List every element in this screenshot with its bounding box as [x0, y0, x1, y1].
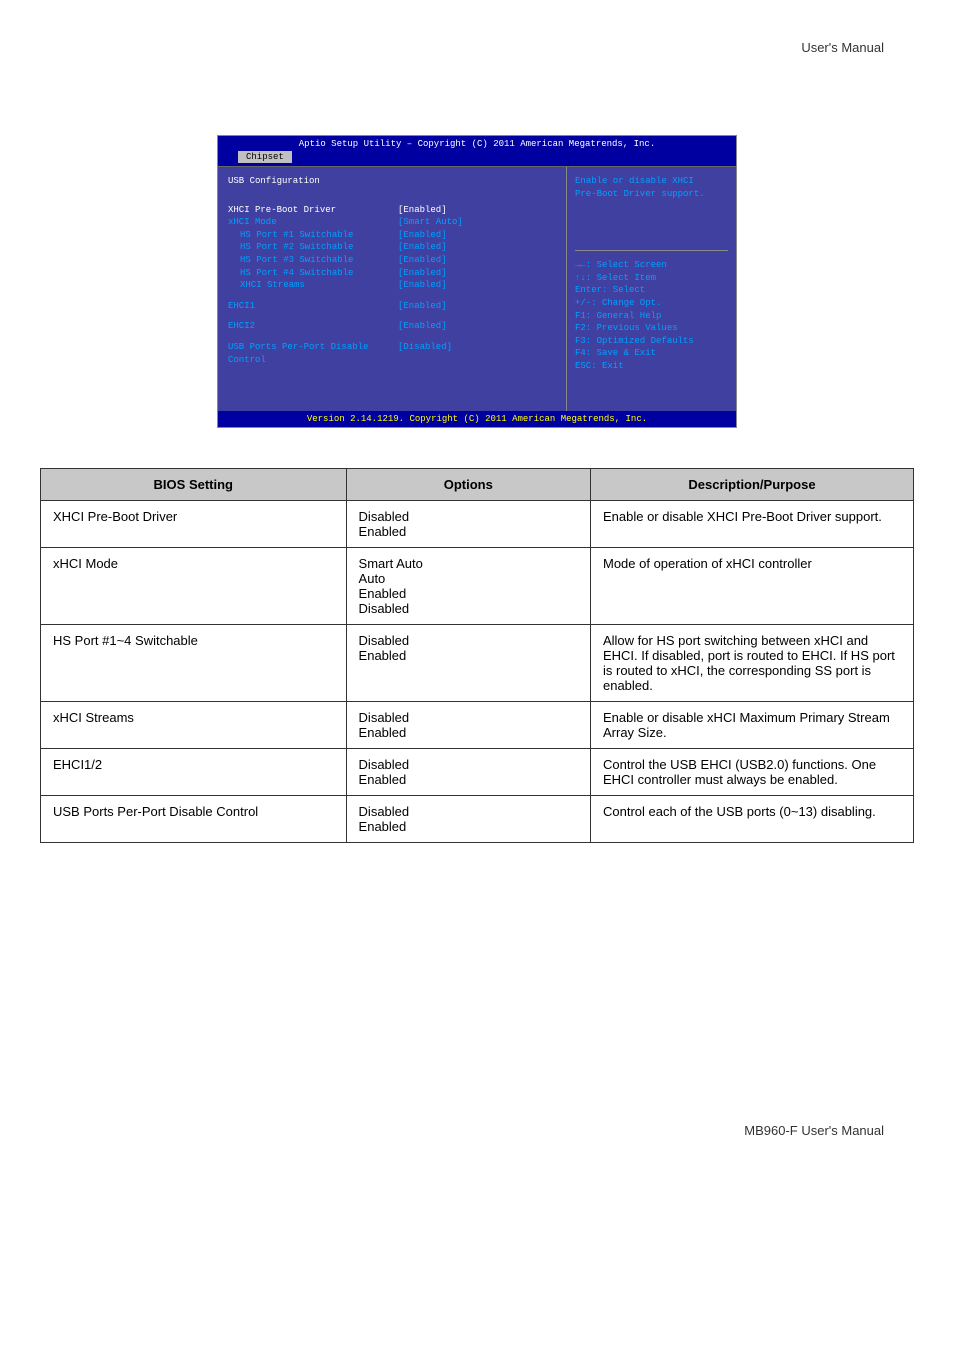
bios-setting-row[interactable]: EHCI1[Enabled] [228, 300, 556, 313]
table-cell-setting: EHCI1/2 [41, 748, 347, 795]
bios-body: USB Configuration XHCI Pre-Boot Driver[E… [218, 167, 736, 411]
bios-setting-value: [Smart Auto] [398, 216, 463, 229]
bios-key-line: ↑↓: Select Item [575, 272, 728, 285]
table-cell-desc: Control the USB EHCI (USB2.0) functions.… [590, 748, 913, 795]
bios-setting-value: [Disabled] [398, 341, 452, 366]
bios-setting-label: USB Ports Per-Port Disable Control [228, 341, 398, 366]
table-cell-setting: xHCI Streams [41, 701, 347, 748]
bios-setting-label: HS Port #2 Switchable [228, 241, 398, 254]
table-header-row: BIOS Setting Options Description/Purpose [41, 468, 914, 500]
table-cell-options: Disabled Enabled [346, 748, 590, 795]
table-cell-desc: Mode of operation of xHCI controller [590, 547, 913, 624]
bios-key-line: F1: General Help [575, 310, 728, 323]
table-row: EHCI1/2Disabled EnabledControl the USB E… [41, 748, 914, 795]
bios-right-panel: Enable or disable XHCIPre-Boot Driver su… [566, 167, 736, 411]
bios-window: Aptio Setup Utility – Copyright (C) 2011… [217, 135, 737, 428]
bios-setting-label: HS Port #3 Switchable [228, 254, 398, 267]
bios-key-line: +/-: Change Opt. [575, 297, 728, 310]
bios-key-line: F3: Optimized Defaults [575, 335, 728, 348]
table-cell-setting: HS Port #1~4 Switchable [41, 624, 347, 701]
bios-key-help: →←: Select Screen↑↓: Select ItemEnter: S… [575, 259, 728, 372]
bios-header: Aptio Setup Utility – Copyright (C) 2011… [218, 136, 736, 167]
bios-setting-row[interactable]: HS Port #3 Switchable[Enabled] [228, 254, 556, 267]
bios-tab-row: Chipset [218, 149, 736, 163]
bios-key-line: →←: Select Screen [575, 259, 728, 272]
table-header-setting: BIOS Setting [41, 468, 347, 500]
bios-setting-row[interactable]: EHCI2[Enabled] [228, 320, 556, 333]
bios-help-text: Enable or disable XHCIPre-Boot Driver su… [575, 175, 728, 200]
bios-setting-value: [Enabled] [398, 204, 447, 217]
table-row: USB Ports Per-Port Disable ControlDisabl… [41, 795, 914, 842]
bios-setting-value: [Enabled] [398, 279, 447, 292]
table-header-desc: Description/Purpose [590, 468, 913, 500]
bios-setting-label: EHCI2 [228, 320, 398, 333]
bios-setting-label: XHCI Streams [228, 279, 398, 292]
table-row: xHCI ModeSmart Auto Auto Enabled Disable… [41, 547, 914, 624]
bios-setting-value: [Enabled] [398, 254, 447, 267]
table-header-options: Options [346, 468, 590, 500]
bios-setting-row[interactable]: HS Port #4 Switchable[Enabled] [228, 267, 556, 280]
table-cell-desc: Enable or disable XHCI Pre-Boot Driver s… [590, 500, 913, 547]
bios-setting-label: XHCI Pre-Boot Driver [228, 204, 398, 217]
table-cell-options: Smart Auto Auto Enabled Disabled [346, 547, 590, 624]
bios-key-line: ESC: Exit [575, 360, 728, 373]
bios-setting-row[interactable]: xHCI Mode[Smart Auto] [228, 216, 556, 229]
bios-key-line: Enter: Select [575, 284, 728, 297]
page-header: User's Manual [40, 40, 914, 55]
page-footer: MB960-F User's Manual [40, 1123, 914, 1138]
bios-setting-row[interactable]: USB Ports Per-Port Disable Control[Disab… [228, 341, 556, 366]
bios-help-divider [575, 250, 728, 251]
table-cell-options: Disabled Enabled [346, 624, 590, 701]
bios-tab-chipset[interactable]: Chipset [238, 151, 292, 163]
table-cell-desc: Enable or disable xHCI Maximum Primary S… [590, 701, 913, 748]
bios-setting-value: [Enabled] [398, 320, 447, 333]
bios-setting-row[interactable]: XHCI Pre-Boot Driver[Enabled] [228, 204, 556, 217]
bios-setting-value: [Enabled] [398, 267, 447, 280]
table-row: HS Port #1~4 SwitchableDisabled EnabledA… [41, 624, 914, 701]
bios-setting-row[interactable]: HS Port #2 Switchable[Enabled] [228, 241, 556, 254]
bios-setting-label: HS Port #1 Switchable [228, 229, 398, 242]
options-table: BIOS Setting Options Description/Purpose… [40, 468, 914, 843]
table-cell-desc: Allow for HS port switching between xHCI… [590, 624, 913, 701]
bios-key-line: F2: Previous Values [575, 322, 728, 335]
table-cell-setting: USB Ports Per-Port Disable Control [41, 795, 347, 842]
bios-setting-row[interactable]: HS Port #1 Switchable[Enabled] [228, 229, 556, 242]
table-cell-setting: xHCI Mode [41, 547, 347, 624]
table-cell-options: Disabled Enabled [346, 500, 590, 547]
table-row: XHCI Pre-Boot DriverDisabled EnabledEnab… [41, 500, 914, 547]
table-cell-setting: XHCI Pre-Boot Driver [41, 500, 347, 547]
bios-header-line: Aptio Setup Utility – Copyright (C) 2011… [218, 139, 736, 149]
bios-setting-label: HS Port #4 Switchable [228, 267, 398, 280]
table-row: xHCI StreamsDisabled EnabledEnable or di… [41, 701, 914, 748]
bios-section-title: USB Configuration [228, 175, 556, 188]
bios-setting-value: [Enabled] [398, 241, 447, 254]
bios-setting-value: [Enabled] [398, 229, 447, 242]
bios-setting-row[interactable]: XHCI Streams[Enabled] [228, 279, 556, 292]
bios-setting-value: [Enabled] [398, 300, 447, 313]
bios-setting-label: EHCI1 [228, 300, 398, 313]
bios-setting-label: xHCI Mode [228, 216, 398, 229]
table-cell-options: Disabled Enabled [346, 701, 590, 748]
bios-key-line: F4: Save & Exit [575, 347, 728, 360]
bios-footer: Version 2.14.1219. Copyright (C) 2011 Am… [218, 411, 736, 427]
table-cell-options: Disabled Enabled [346, 795, 590, 842]
bios-left-panel: USB Configuration XHCI Pre-Boot Driver[E… [218, 167, 566, 411]
table-cell-desc: Control each of the USB ports (0~13) dis… [590, 795, 913, 842]
